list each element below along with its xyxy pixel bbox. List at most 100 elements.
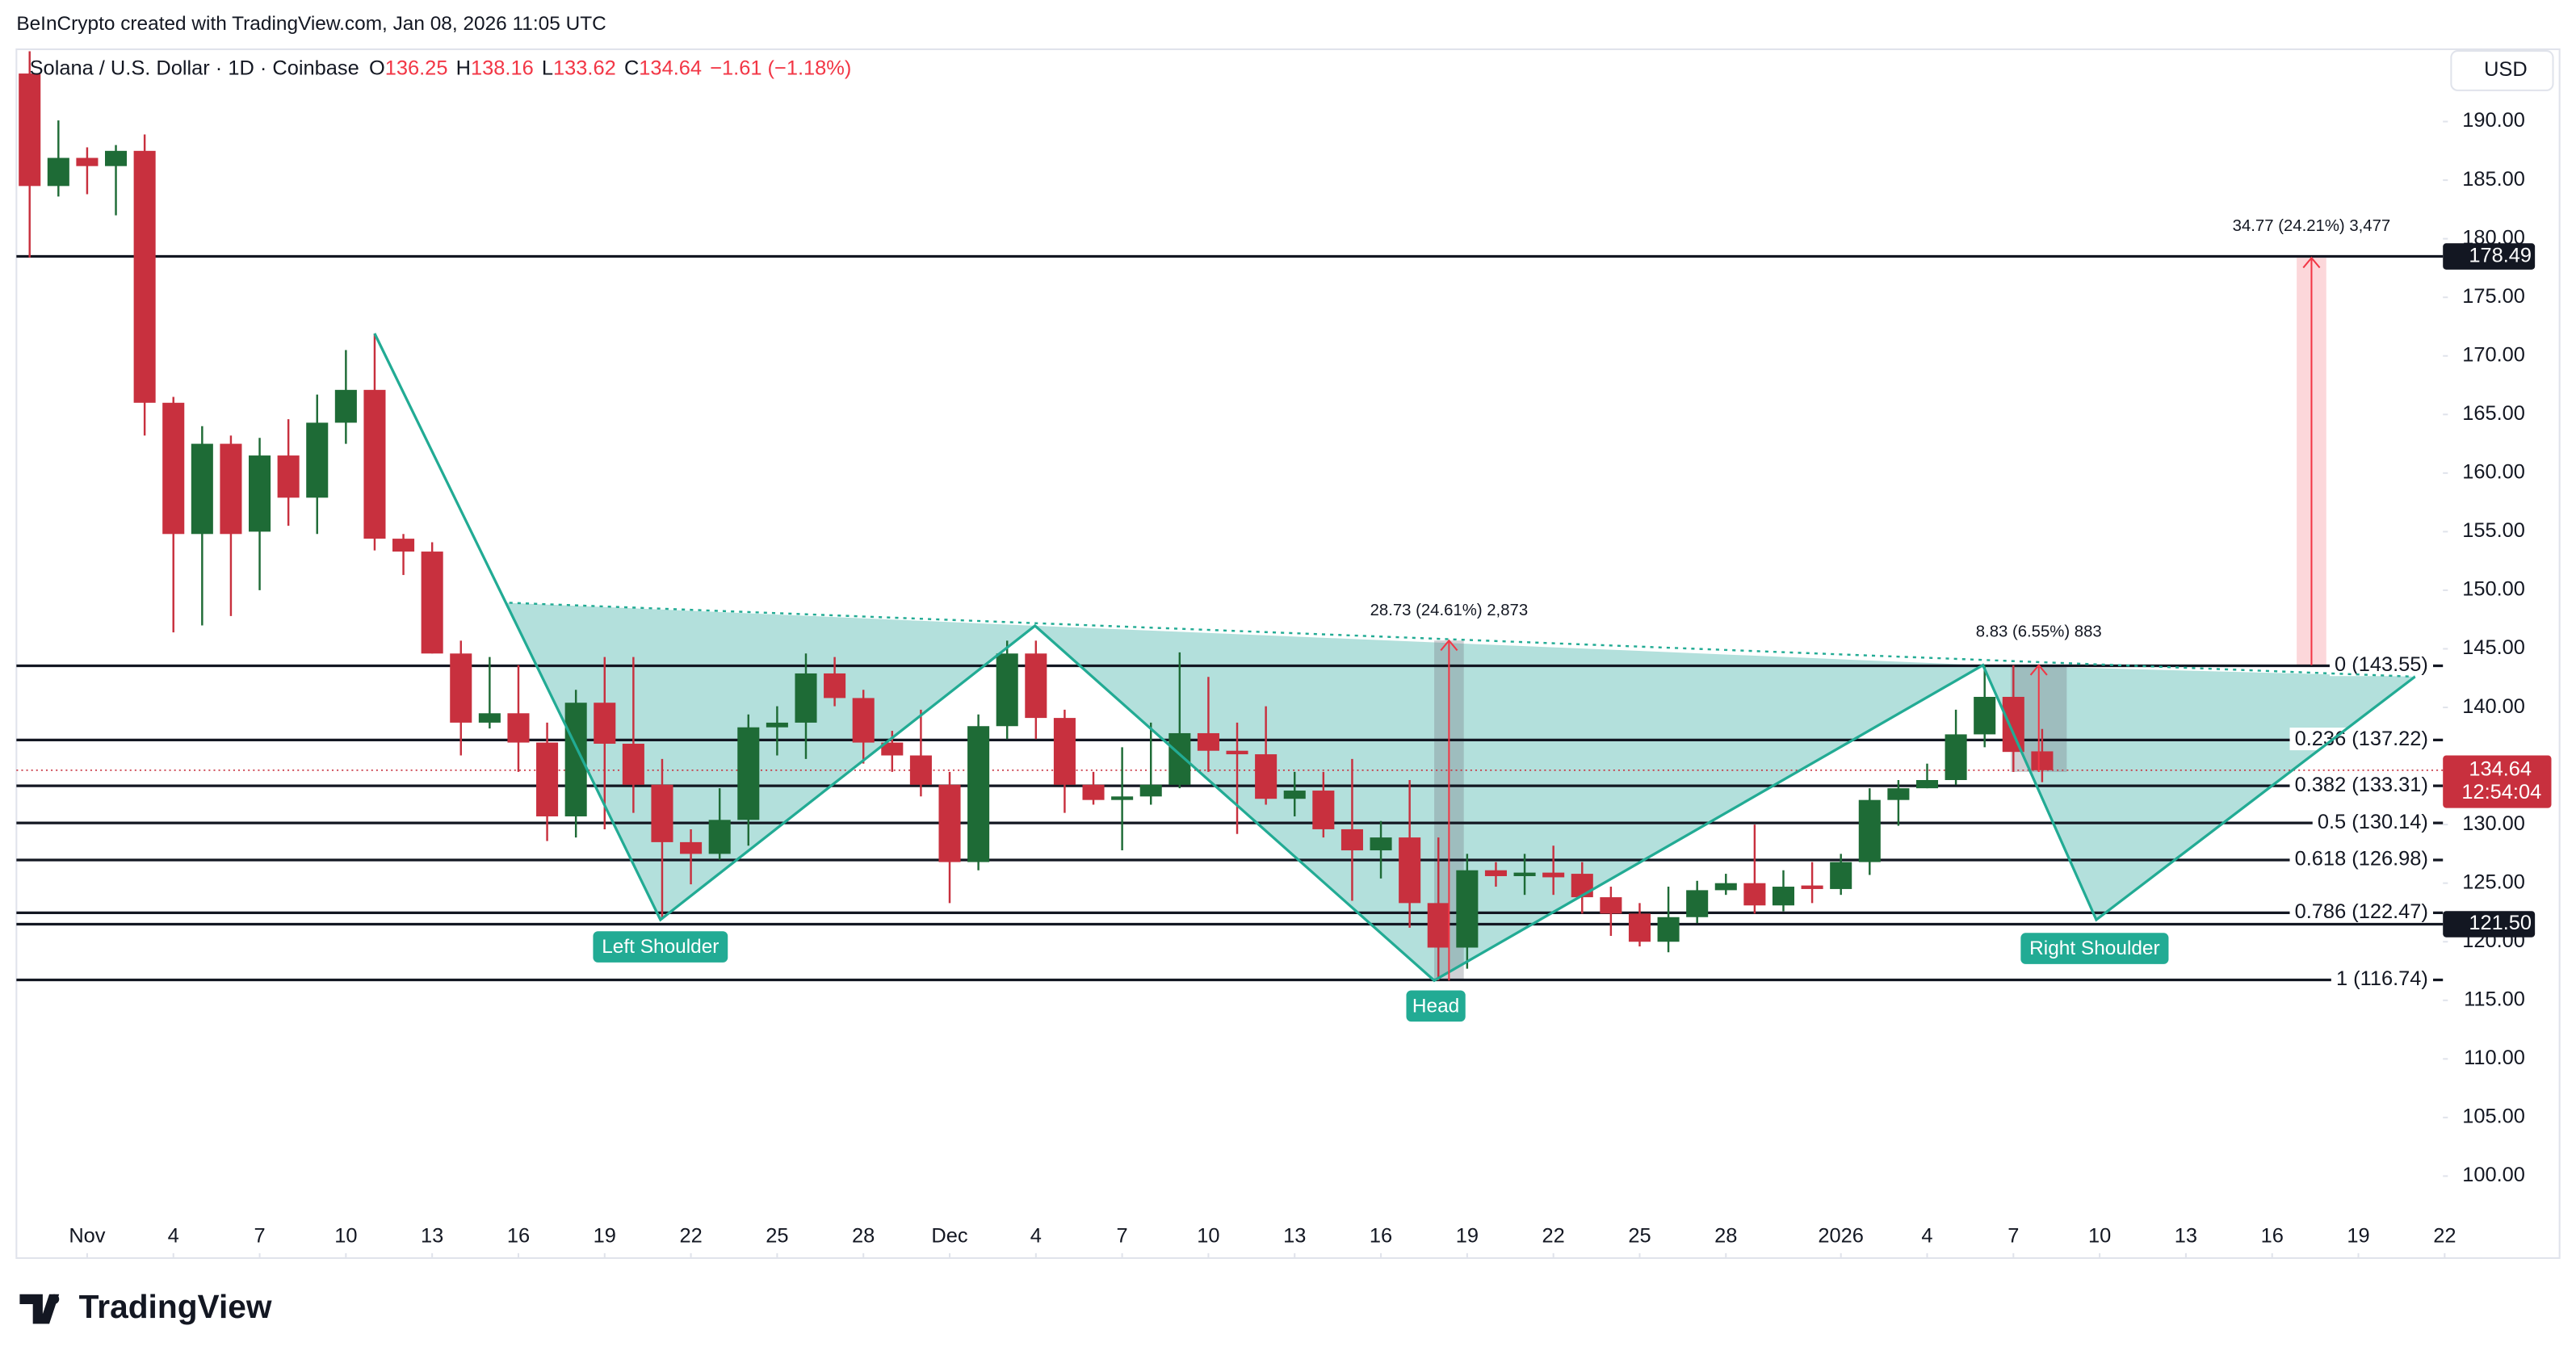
- y-tick-label: 110.00: [2464, 1047, 2525, 1069]
- x-tick-label: 13: [2175, 1224, 2197, 1247]
- label-badge: [1406, 990, 1466, 1022]
- candle-body: [622, 744, 644, 785]
- candle-body: [1139, 784, 1162, 797]
- fib-label: 0.618 (126.98): [2295, 848, 2428, 870]
- y-tick-label: 130.00: [2462, 812, 2525, 835]
- candle-body: [105, 150, 128, 166]
- candle-body: [2031, 751, 2054, 770]
- x-tick-label: 7: [1117, 1224, 1128, 1247]
- candle-body: [363, 389, 386, 539]
- candle-body: [967, 726, 990, 862]
- symbol-header: Solana / U.S. Dollar · 1D · Coinbase O136…: [30, 57, 852, 79]
- attribution: BeInCrypto created with TradingView.com,…: [16, 13, 606, 35]
- x-tick-label: 13: [421, 1224, 443, 1247]
- candle-body: [1772, 887, 1795, 906]
- candle-body: [47, 157, 69, 187]
- candle-body: [1628, 913, 1651, 942]
- shoulder-measure-label: 8.83 (6.55%) 883: [1976, 623, 2102, 640]
- neckline: [509, 602, 2415, 678]
- fib-label: 0.5 (130.14): [2318, 811, 2428, 833]
- levels-layer: 0 (143.55) 0.236 (137.22) 0.382 (133.31) 0.…: [16, 254, 2444, 991]
- label-badge: [593, 931, 728, 963]
- candle-body: [1858, 799, 1881, 862]
- x-tick-label: 16: [2261, 1224, 2284, 1247]
- candle-body: [1887, 788, 1910, 800]
- candle-body: [1542, 872, 1565, 878]
- candles-layer: [19, 51, 2054, 981]
- ohlc-key: O: [369, 57, 385, 79]
- arrow-head: [1440, 639, 1458, 652]
- x-tick-label: 4: [168, 1224, 179, 1247]
- candle-body: [1600, 897, 1622, 914]
- x-tick-label: 19: [1456, 1224, 1479, 1247]
- pattern-line: [373, 333, 2416, 983]
- price-badge: [2443, 911, 2536, 938]
- candle-body: [737, 727, 760, 820]
- candle-body: [651, 784, 673, 842]
- candle-body: [1111, 796, 1134, 800]
- fib-label-bg: [2289, 728, 2434, 751]
- x-tick-label: 4: [1030, 1224, 1042, 1247]
- candle-body: [1226, 750, 1248, 755]
- y-tick-label: 140.00: [2462, 695, 2525, 718]
- candle-body: [162, 402, 185, 535]
- candle-body: [220, 443, 242, 535]
- candle-body: [1053, 718, 1076, 785]
- x-tick-label: 16: [1370, 1224, 1392, 1247]
- candle-body: [277, 455, 300, 498]
- y-tick-label: 165.00: [2462, 402, 2525, 425]
- candle-body: [1340, 829, 1363, 851]
- price-badge-label: 121.50: [2469, 912, 2532, 934]
- y-tick-label: 105.00: [2462, 1105, 2525, 1128]
- ohlc-value: 136.25: [385, 57, 448, 79]
- right-shoulder-label: Right Shoulder: [2029, 938, 2159, 959]
- fib-label: 0 (143.55): [2335, 653, 2428, 676]
- candle-body: [1082, 784, 1105, 800]
- x-tick-label: 13: [1283, 1224, 1306, 1247]
- candle-body: [938, 784, 961, 862]
- candle-body: [1743, 883, 1766, 906]
- price-change: −1.61 (−1.18%): [710, 57, 851, 79]
- x-tick-label: 28: [852, 1224, 875, 1247]
- y-tick-label: 155.00: [2462, 519, 2525, 542]
- y-tick-label: 185.00: [2462, 168, 2525, 191]
- y-tick-label: 115.00: [2464, 988, 2525, 1011]
- candle-body: [824, 673, 846, 698]
- x-tick-label: 19: [594, 1224, 616, 1247]
- currency-button[interactable]: [2450, 50, 2554, 91]
- x-tick-label: Dec: [931, 1224, 967, 1247]
- x-tick-label: 25: [766, 1224, 788, 1247]
- fib-label-bg: [2331, 967, 2434, 991]
- currency-label[interactable]: USD: [2484, 58, 2528, 81]
- label-badge: [2020, 933, 2169, 964]
- ohlc-value: 138.16: [471, 57, 534, 79]
- price-badge: [2443, 243, 2536, 270]
- fib-label-bg: [2289, 773, 2434, 796]
- candle-body: [1312, 791, 1335, 829]
- x-tick-label: 7: [254, 1224, 265, 1247]
- candle-body: [708, 820, 731, 854]
- y-tick-label: 170.00: [2462, 343, 2525, 366]
- ohlc-key: C: [624, 57, 639, 79]
- candle-body: [795, 673, 817, 723]
- candle-body: [680, 841, 703, 854]
- axes-layer: 100.00105.00110.00115.00120.00125.00130.…: [69, 109, 2552, 1258]
- arrow-head: [2302, 256, 2321, 269]
- candle-body: [249, 455, 271, 532]
- candle-body: [881, 742, 904, 756]
- symbol-title: Solana / U.S. Dollar · 1D · Coinbase: [30, 57, 359, 79]
- x-tick-label: 25: [1628, 1224, 1651, 1247]
- x-tick-label: 16: [507, 1224, 530, 1247]
- countdown-label: 12:54:04: [2461, 781, 2541, 803]
- candle-body: [1513, 872, 1536, 876]
- last-price-badge: [2443, 755, 2552, 808]
- x-tick-label: 19: [2347, 1224, 2369, 1247]
- candle-body: [1974, 696, 1996, 735]
- chart-frame: [15, 48, 2561, 1260]
- candle-body: [1830, 862, 1852, 889]
- x-tick-label: 28: [1714, 1224, 1737, 1247]
- candle-body: [306, 422, 329, 498]
- x-tick-label: 7: [2008, 1224, 2019, 1247]
- fib-label: 0.382 (133.31): [2295, 774, 2428, 796]
